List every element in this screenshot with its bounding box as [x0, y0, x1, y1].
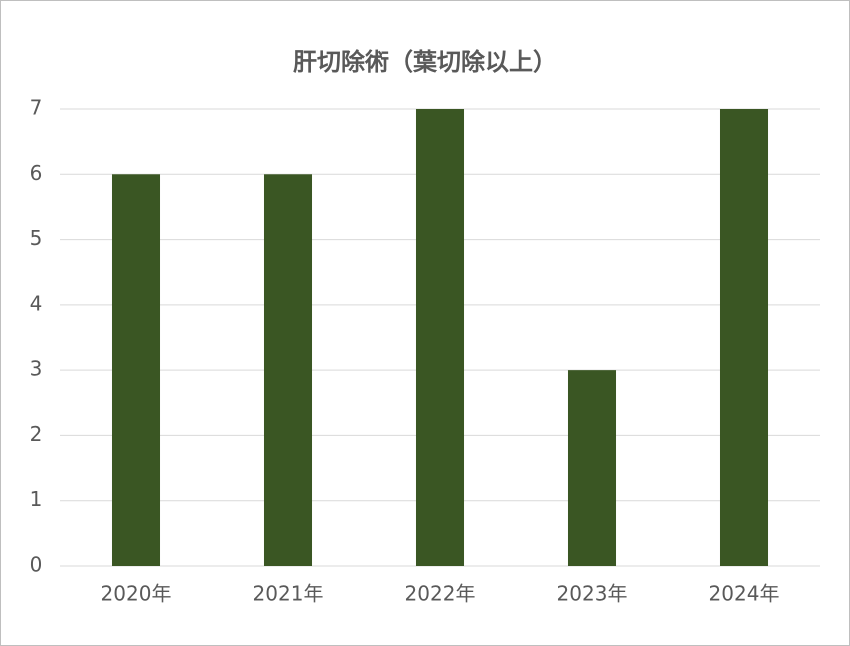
bar [415, 109, 465, 566]
y-tick-label: 6 [30, 161, 43, 185]
y-tick-label: 1 [30, 487, 43, 511]
bar [263, 174, 313, 567]
x-tick-label: 2024年 [709, 582, 780, 606]
x-tick-label: 2022年 [405, 582, 476, 606]
y-tick-label: 3 [30, 357, 43, 381]
y-tick-label: 7 [30, 96, 43, 120]
y-tick-label: 4 [30, 291, 43, 315]
bar [567, 370, 617, 566]
y-tick-label: 0 [30, 553, 43, 577]
chart-title: 肝切除術（葉切除以上） [293, 48, 557, 76]
x-tick-label: 2023年 [557, 582, 628, 606]
bar [111, 174, 161, 567]
bar [719, 109, 769, 566]
y-tick-label: 2 [30, 422, 43, 446]
x-tick-label: 2021年 [253, 582, 324, 606]
x-tick-label: 2020年 [101, 582, 172, 606]
y-tick-label: 5 [30, 226, 43, 250]
